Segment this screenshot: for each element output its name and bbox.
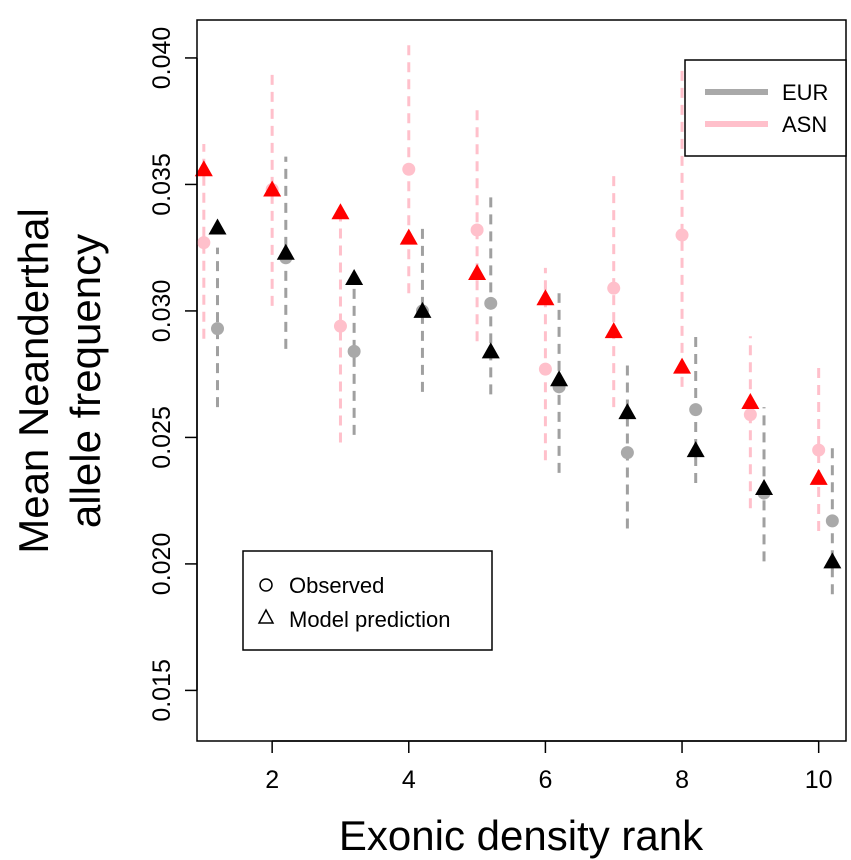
x-tick-label-4: 4 <box>402 766 416 794</box>
eur-model-point-8 <box>686 441 705 458</box>
asn-model-point-1 <box>194 160 213 177</box>
legend-asn-label: ASN <box>782 112 827 137</box>
asn-model-point-4 <box>399 228 418 245</box>
asn-observed-point-8 <box>675 228 689 242</box>
eur-model-point-9 <box>755 479 774 496</box>
eur-observed-point-7 <box>620 446 634 460</box>
eur-model-point-4 <box>413 301 432 318</box>
legend-model-symbol <box>257 608 275 624</box>
points-layer <box>194 160 842 569</box>
eur-observed-point-10 <box>825 514 839 528</box>
asn-model-point-3 <box>331 203 350 220</box>
eur-model-point-7 <box>618 403 637 420</box>
eur-model-point-2 <box>276 243 295 260</box>
legend-model-label: Model prediction <box>289 607 450 632</box>
asn-model-point-9 <box>741 393 760 410</box>
y-axis-label-line-1: Mean Neanderthal <box>10 208 57 554</box>
y-tick-label-5: 0.040 <box>148 27 176 90</box>
asn-observed-point-4 <box>402 162 416 176</box>
asn-observed-point-10 <box>812 443 826 457</box>
eur-model-point-5 <box>481 342 500 359</box>
y-tick-label-2: 0.025 <box>148 406 176 469</box>
asn-model-point-5 <box>468 263 487 280</box>
y-axis-label-line-2: allele frequency <box>62 234 109 528</box>
x-tick-label-10: 10 <box>805 766 833 794</box>
x-tick-label-6: 6 <box>538 766 552 794</box>
y-tick-label-0: 0.015 <box>148 659 176 722</box>
asn-observed-point-5 <box>470 223 484 237</box>
x-tick-label-2: 2 <box>265 766 279 794</box>
asn-observed-point-1 <box>197 236 211 250</box>
asn-observed-point-3 <box>333 319 347 333</box>
asn-model-point-2 <box>263 180 282 197</box>
legend-shape: Observed Model prediction <box>242 550 493 651</box>
eur-model-point-1 <box>208 218 227 235</box>
legend-eur-label: EUR <box>782 80 828 105</box>
asn-model-point-10 <box>809 468 828 485</box>
asn-model-point-8 <box>673 357 692 374</box>
legend-shape-box <box>242 550 493 651</box>
eur-observed-point-5 <box>484 296 498 310</box>
eur-model-point-3 <box>345 269 364 286</box>
asn-model-point-6 <box>536 289 555 306</box>
legend-observed-symbol <box>259 578 273 592</box>
y-tick-label-4: 0.035 <box>148 153 176 216</box>
y-tick-label-1: 0.020 <box>148 533 176 596</box>
eur-observed-point-8 <box>689 403 703 417</box>
asn-observed-point-7 <box>607 281 621 295</box>
asn-model-point-7 <box>604 322 623 339</box>
asn-observed-point-6 <box>538 362 552 376</box>
eur-observed-point-1 <box>210 322 224 336</box>
x-tick-label-8: 8 <box>675 766 689 794</box>
eur-model-point-10 <box>823 552 842 569</box>
eur-model-point-6 <box>550 370 569 387</box>
legend-observed-label: Observed <box>289 573 384 598</box>
legend-color: EUR ASN <box>684 59 847 157</box>
asn-observed-point-9 <box>743 408 757 422</box>
x-axis-label: Exonic density rank <box>339 812 704 859</box>
legend-color-box <box>684 59 847 157</box>
eur-observed-point-3 <box>347 344 361 358</box>
y-tick-label-3: 0.030 <box>148 280 176 343</box>
axes-layer: 2 4 6 8 10 0.015 0.020 0.025 0.030 0.035 0.040 <box>148 27 833 794</box>
